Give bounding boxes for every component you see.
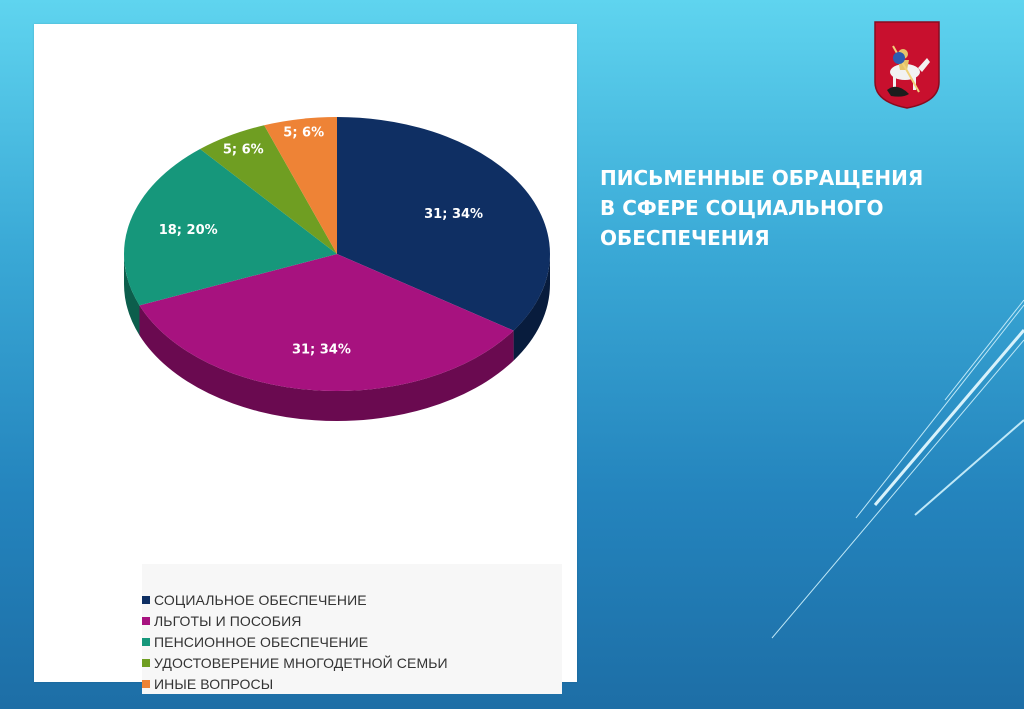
pie-chart: 31; 34% 31; 34% 18; 20% 5; 6% 5; 6%	[124, 117, 550, 421]
moscow-coat-of-arms-icon	[874, 21, 940, 109]
data-label-1: 31; 34%	[424, 207, 483, 222]
legend-item-3: ПЕНСИОННОЕ ОБЕСПЕЧЕНИЕ	[142, 631, 562, 652]
legend-label-2: ЛЬГОТЫ И ПОСОБИЯ	[154, 612, 302, 629]
legend-swatch-2	[142, 616, 150, 625]
pie-side-walls	[124, 254, 550, 421]
pie-slice-2	[139, 254, 514, 391]
pie-slice-side-3	[124, 254, 140, 336]
pie-slice-4	[200, 125, 337, 254]
pie-slice-3	[124, 149, 337, 306]
chart-panel: 31; 34% 31; 34% 18; 20% 5; 6% 5; 6% СОЦИАЛЬН…	[34, 24, 577, 694]
legend-label-3: ПЕНСИОННОЕ ОБЕСПЕЧЕНИЕ	[154, 633, 369, 650]
slide-title-line-3: ОБЕСПЕЧЕНИЯ	[600, 226, 770, 250]
slide-title-line-2: В СФЕРЕ СОЦИАЛЬНОГО	[600, 196, 884, 220]
pie-slice-5	[264, 117, 337, 254]
legend-item-5: ИНЫЕ ВОПРОСЫ	[142, 673, 562, 694]
legend-item-2: ЛЬГОТЫ И ПОСОБИЯ	[142, 610, 562, 631]
chart-legend: СОЦИАЛЬНОЕ ОБЕСПЕЧЕНИЕ ЛЬГОТЫ И ПОСОБИЯ ПЕ…	[142, 564, 562, 694]
slide-title-line-1: ПИСЬМЕННЫЕ ОБРАЩЕНИЯ	[600, 166, 924, 190]
legend-swatch-4	[142, 658, 150, 667]
legend-label-5: ИНЫЕ ВОПРОСЫ	[154, 675, 274, 692]
pie-slice-1	[337, 117, 550, 331]
pie-slice-side-2	[139, 305, 514, 421]
pie-slice-side-1	[513, 254, 550, 361]
slide-title: ПИСЬМЕННЫЕ ОБРАЩЕНИЯ В СФЕРЕ СОЦИАЛЬНОГО…	[600, 163, 980, 253]
data-label-4: 5; 6%	[223, 143, 264, 158]
legend-swatch-3	[142, 637, 150, 646]
legend-item-1: СОЦИАЛЬНОЕ ОБЕСПЕЧЕНИЕ	[142, 589, 562, 610]
legend-label-4: УДОСТОВЕРЕНИЕ МНОГОДЕТНОЙ СЕМЬИ	[154, 654, 448, 671]
legend-label-1: СОЦИАЛЬНОЕ ОБЕСПЕЧЕНИЕ	[154, 591, 367, 608]
data-label-2: 31; 34%	[292, 342, 351, 357]
data-label-5: 5; 6%	[283, 126, 324, 141]
legend-item-4: УДОСТОВЕРЕНИЕ МНОГОДЕТНОЙ СЕМЬИ	[142, 652, 562, 673]
data-label-3: 18; 20%	[159, 223, 218, 238]
legend-swatch-1	[142, 595, 150, 604]
legend-swatch-5	[142, 679, 150, 688]
